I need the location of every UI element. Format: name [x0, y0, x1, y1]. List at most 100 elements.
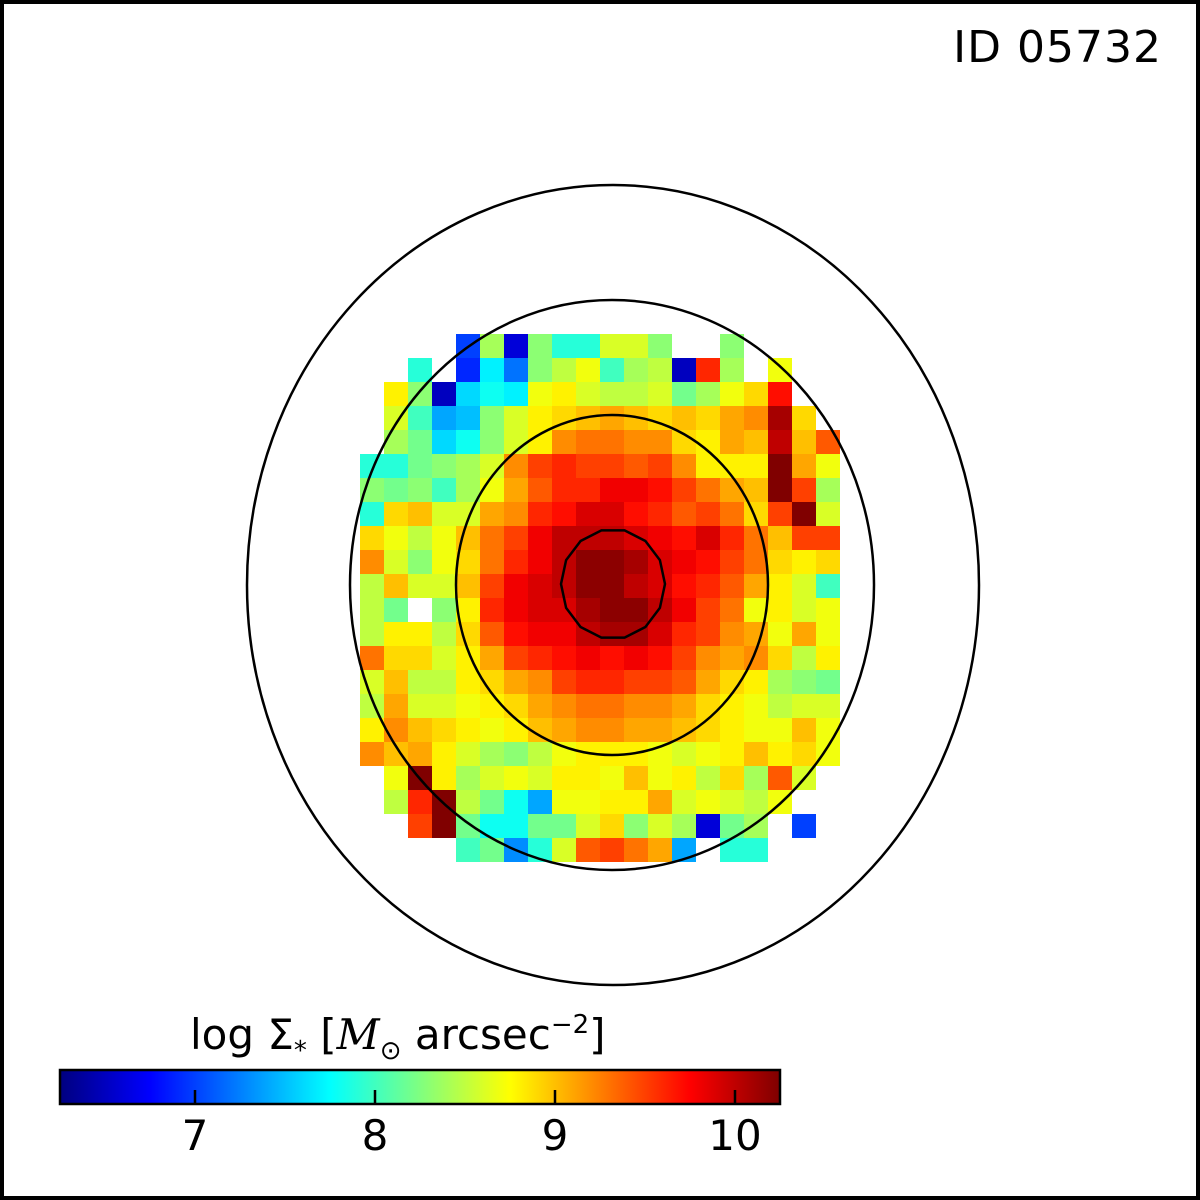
heatmap-cell — [624, 766, 648, 790]
heatmap-cell — [672, 790, 696, 814]
heatmap-cell — [648, 478, 672, 502]
heatmap-cell — [624, 790, 648, 814]
heatmap-cell — [744, 430, 768, 454]
heatmap-cell — [480, 406, 504, 430]
heatmap-cell — [696, 694, 720, 718]
heatmap-cell — [480, 694, 504, 718]
heatmap-cell — [600, 550, 624, 574]
heatmap-cell — [552, 502, 576, 526]
heatmap-cell — [648, 622, 672, 646]
heatmap-cell — [480, 718, 504, 742]
heatmap-cell — [408, 526, 432, 550]
heatmap-cell — [456, 718, 480, 742]
heatmap-cell — [360, 502, 384, 526]
heatmap-cell — [768, 622, 792, 646]
heatmap-cell — [504, 790, 528, 814]
heatmap-cell — [600, 406, 624, 430]
heatmap-cell — [504, 598, 528, 622]
heatmap-cell — [768, 550, 792, 574]
heatmap-cell — [600, 598, 624, 622]
contour-inner — [559, 529, 667, 639]
heatmap-cell — [384, 598, 408, 622]
heatmap-cell — [576, 550, 600, 574]
heatmap-cell — [600, 838, 624, 862]
heatmap-cell — [384, 430, 408, 454]
heatmap-cell — [552, 478, 576, 502]
heatmap-cell — [504, 526, 528, 550]
heatmap-cell — [408, 454, 432, 478]
heatmap-cell — [648, 694, 672, 718]
heatmap-cell — [744, 694, 768, 718]
heatmap-cell — [360, 454, 384, 478]
heatmap-cell — [792, 406, 816, 430]
heatmap-cell — [408, 430, 432, 454]
heatmap-cell — [648, 670, 672, 694]
colorbar-unit-exp: −2 — [550, 1010, 590, 1040]
heatmap-cell — [456, 574, 480, 598]
heatmap-cell — [624, 814, 648, 838]
heatmap-cell — [672, 574, 696, 598]
heatmap-cell — [624, 622, 648, 646]
heatmap-cell — [528, 574, 552, 598]
heatmap-cell — [624, 694, 648, 718]
heatmap-cell — [480, 622, 504, 646]
heatmap-cell — [504, 574, 528, 598]
heatmap-cell — [816, 454, 840, 478]
heatmap-cell — [408, 694, 432, 718]
heatmap-cell — [480, 334, 504, 358]
heatmap-cell — [432, 622, 456, 646]
heatmap-cell — [648, 334, 672, 358]
colorbar-tick-label: 9 — [542, 1111, 569, 1160]
heatmap-cell — [552, 358, 576, 382]
heatmap-cell — [408, 574, 432, 598]
heatmap-cell — [720, 358, 744, 382]
heatmap-cell — [384, 502, 408, 526]
heatmap-cell — [696, 478, 720, 502]
heatmap-cell — [624, 334, 648, 358]
contour-outer — [348, 298, 876, 872]
heatmap-cell — [576, 382, 600, 406]
heatmap-cell — [624, 574, 648, 598]
heatmap-cell — [720, 622, 744, 646]
heatmap-cell — [528, 646, 552, 670]
heatmap-cell — [720, 574, 744, 598]
heatmap-cell — [624, 382, 648, 406]
heatmap-cell — [816, 694, 840, 718]
heatmap-cell — [408, 814, 432, 838]
heatmap-cell — [432, 406, 456, 430]
heatmap-cell — [672, 478, 696, 502]
heatmap-cell — [816, 622, 840, 646]
heatmap-cell — [672, 622, 696, 646]
heatmap-cell — [408, 358, 432, 382]
heatmap-cell — [432, 598, 456, 622]
heatmap-cell — [792, 430, 816, 454]
heatmap-cell — [816, 502, 840, 526]
heatmap-cell — [792, 814, 816, 838]
heatmap-cell — [528, 598, 552, 622]
heatmap-cell — [720, 646, 744, 670]
heatmap-cell — [528, 454, 552, 478]
heatmap-cell — [648, 718, 672, 742]
heatmap-cell — [528, 814, 552, 838]
heatmap-cell — [768, 382, 792, 406]
heatmap-cell — [552, 670, 576, 694]
heatmap-cell — [600, 694, 624, 718]
heatmap-cell — [432, 502, 456, 526]
heatmap-cell — [672, 406, 696, 430]
heatmap-cell — [408, 550, 432, 574]
heatmap-cell — [720, 334, 744, 358]
heatmap-cell — [456, 382, 480, 406]
heatmap-cell — [720, 502, 744, 526]
colorbar-unit-symbol: M — [336, 1010, 380, 1059]
heatmap-cell — [792, 646, 816, 670]
heatmap-cell — [360, 550, 384, 574]
heatmap-cell — [528, 550, 552, 574]
heatmap-cell — [816, 430, 840, 454]
heatmap-cell — [600, 502, 624, 526]
heatmap-cell — [672, 502, 696, 526]
heatmap-cell — [432, 742, 456, 766]
heatmap-cell — [384, 646, 408, 670]
heatmap-cell — [408, 646, 432, 670]
heatmap-cell — [384, 478, 408, 502]
heatmap-cell — [504, 646, 528, 670]
